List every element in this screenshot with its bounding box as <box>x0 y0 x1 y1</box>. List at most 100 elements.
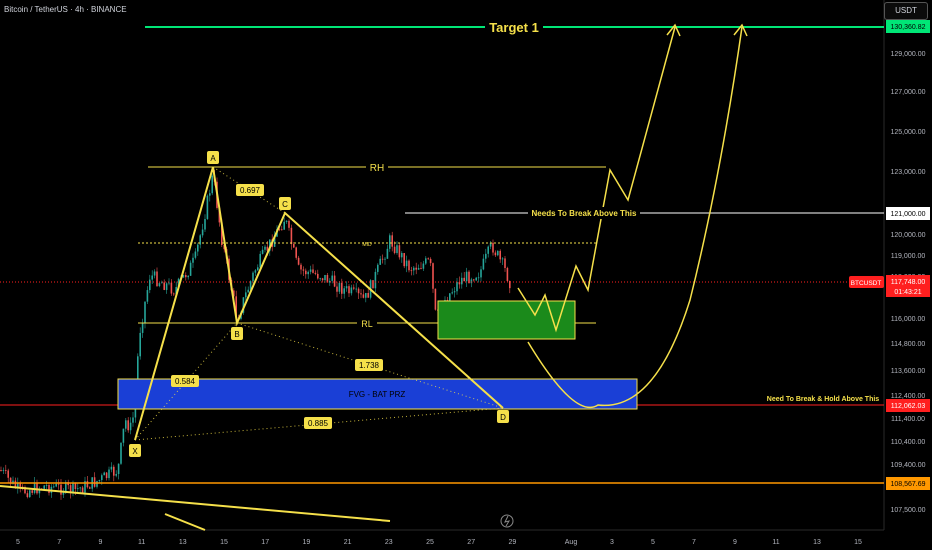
candle-body <box>449 293 451 303</box>
candle-body <box>48 484 50 493</box>
candle-body <box>293 244 295 248</box>
candle-body <box>177 278 180 288</box>
candle-body <box>144 301 146 323</box>
candle-body <box>398 245 401 258</box>
candle-body <box>504 258 506 268</box>
candle-body <box>103 472 105 476</box>
event-lightning-icon[interactable] <box>500 514 514 528</box>
candle-body <box>456 281 458 292</box>
candle-body <box>211 175 213 194</box>
time-axis[interactable]: 5 7 9 11 13 15 17 19 21 23 25 27 29 Aug 3 5 7 9 11 13 15 <box>16 539 862 546</box>
candle-body <box>257 267 259 271</box>
candle-body <box>33 482 36 493</box>
candle-body <box>139 332 141 357</box>
candle-body <box>372 280 374 289</box>
candle-body <box>96 481 98 487</box>
ratio-label-0885: 0.885 <box>304 417 332 429</box>
candle-body <box>182 275 185 278</box>
candle-body <box>2 470 5 471</box>
x-tick-label: 17 <box>261 539 269 546</box>
candle-body <box>19 483 21 487</box>
x-tick-label: 29 <box>509 539 517 546</box>
candle-body <box>137 356 139 387</box>
candle-body <box>389 235 391 249</box>
candle-body <box>72 482 74 493</box>
candle-body <box>307 271 309 275</box>
svg-text:108,567.69: 108,567.69 <box>890 481 925 488</box>
candle-body <box>60 484 62 495</box>
candle-body <box>175 287 177 294</box>
candle-body <box>209 193 211 196</box>
trendline-segment <box>164 513 206 531</box>
x-tick-label: 27 <box>467 539 475 546</box>
candle-body <box>453 291 456 293</box>
y-tick-label: 112,400.00 <box>891 393 926 400</box>
x-tick-label: 13 <box>813 539 821 546</box>
candle-body <box>393 246 396 253</box>
svg-text:1.738: 1.738 <box>359 361 380 370</box>
y-tick-label: 125,000.00 <box>890 129 925 136</box>
x-tick-label: Aug <box>565 539 578 546</box>
y-tick-label: 123,000.00 <box>890 169 925 176</box>
candle-body <box>53 486 55 488</box>
projection-path-2 <box>527 26 743 409</box>
demand-zone <box>437 300 576 340</box>
symbol-tag: BTCUSDT <box>849 276 884 288</box>
svg-text:0.584: 0.584 <box>175 377 196 386</box>
candle-body <box>413 267 415 271</box>
candle-body <box>300 264 302 270</box>
x-tick-label: 15 <box>854 539 862 546</box>
candle-body <box>326 274 329 283</box>
candle-body <box>153 271 156 276</box>
candle-body <box>295 247 297 258</box>
candle-body <box>110 466 113 470</box>
candle-body <box>321 278 324 281</box>
break-above-label: Needs To Break Above This <box>532 209 637 218</box>
candle-body <box>149 279 151 291</box>
candle-body <box>125 420 127 429</box>
candle-body <box>77 488 79 490</box>
candle-body <box>408 260 410 271</box>
svg-text:130,360.82: 130,360.82 <box>890 24 925 31</box>
bd-dotted <box>236 322 504 409</box>
candle-body <box>62 491 65 495</box>
candle-body <box>24 487 26 494</box>
candle-body <box>367 293 369 298</box>
arrow-head-1 <box>666 23 681 37</box>
candle-body <box>434 288 437 310</box>
candle-body <box>305 270 307 275</box>
candle-body <box>343 288 345 294</box>
candle-body <box>194 251 197 258</box>
candle-body <box>273 236 276 247</box>
candle-body <box>365 293 367 298</box>
candle-body <box>384 258 386 260</box>
candle-body <box>331 275 333 281</box>
candle-body <box>494 252 497 256</box>
candle-body <box>458 281 461 285</box>
target-label: Target 1 <box>489 20 539 35</box>
candle-body <box>348 286 350 294</box>
candle-body <box>312 269 314 273</box>
candle-body <box>5 470 7 471</box>
candle-body <box>391 235 393 247</box>
svg-text:C: C <box>282 200 288 209</box>
price-tag-target: 130,360.82 <box>886 20 930 33</box>
x-tick-label: 7 <box>692 539 696 546</box>
price-tag-current: 117,748.00 01:43:21 <box>886 275 930 297</box>
candle-body <box>499 250 501 260</box>
candle-body <box>405 260 408 267</box>
price-tag-108567: 108,567.69 <box>886 477 930 490</box>
candle-body <box>105 472 108 479</box>
candle-body <box>465 271 468 282</box>
candle-body <box>278 228 281 230</box>
candle-body <box>101 475 103 481</box>
candle-body <box>115 474 117 476</box>
currency-unit-button[interactable]: USDT <box>884 2 928 20</box>
candle-body <box>127 420 129 431</box>
candle-body <box>341 282 343 294</box>
candle-body <box>345 286 348 289</box>
candle-body <box>218 207 221 223</box>
price-tag-112062: 112,062.03 <box>886 399 930 412</box>
candle-body <box>309 269 312 272</box>
